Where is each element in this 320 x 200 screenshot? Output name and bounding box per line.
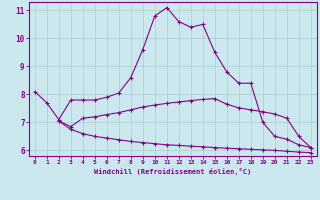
X-axis label: Windchill (Refroidissement éolien,°C): Windchill (Refroidissement éolien,°C): [94, 168, 252, 175]
